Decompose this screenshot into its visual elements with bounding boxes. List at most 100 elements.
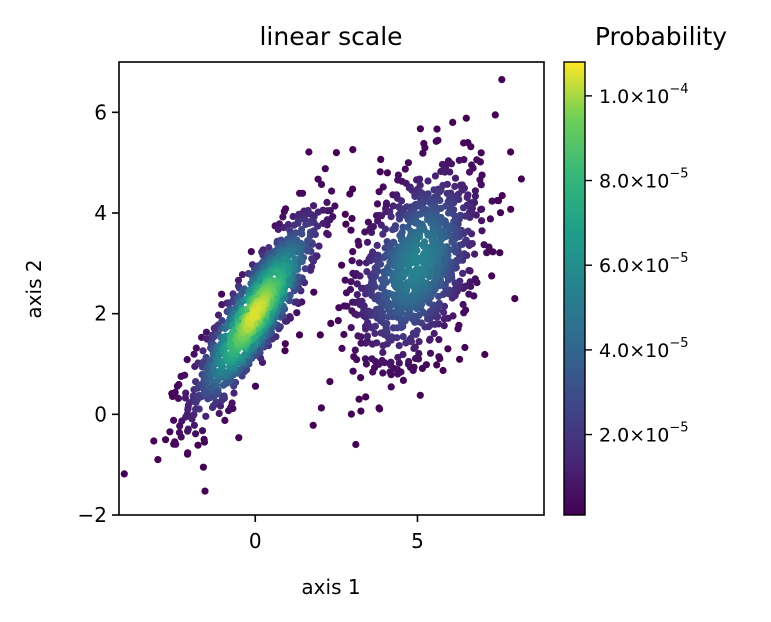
scatter-point	[202, 328, 210, 336]
chart-title: linear scale	[259, 22, 402, 51]
scatter-point	[387, 383, 395, 391]
scatter-point	[343, 302, 351, 310]
scatter-point	[444, 209, 453, 217]
scatter-point	[437, 204, 445, 212]
scatter-point	[154, 456, 162, 464]
scatter-point	[416, 210, 425, 218]
scatter-point	[319, 219, 327, 227]
colorbar-tick-label: 1.0×10−4	[599, 82, 689, 108]
scatter-point	[465, 266, 473, 275]
y-tick-label: −2	[78, 503, 107, 527]
scatter-point	[478, 217, 486, 225]
scatter-point	[348, 214, 356, 223]
scatter-point	[279, 256, 287, 264]
scatter-point	[389, 202, 397, 210]
scatter-point	[338, 261, 346, 269]
scatter-point	[328, 187, 336, 195]
scatter-point	[471, 192, 479, 200]
scatter-point	[463, 193, 471, 201]
scatter-point	[440, 308, 448, 316]
scatter-point	[367, 228, 376, 236]
scatter-point	[332, 149, 340, 157]
scatter-point	[363, 332, 372, 340]
scatter-point	[230, 389, 238, 397]
scatter-point	[460, 309, 468, 317]
scatter-point	[373, 339, 381, 347]
scatter-point	[334, 317, 342, 325]
scatter-point	[192, 344, 200, 352]
scatter-point	[175, 428, 183, 437]
scatter-point	[277, 313, 285, 321]
scatter-point	[181, 371, 189, 379]
scatter-point	[174, 394, 182, 402]
scatter-point	[451, 279, 459, 287]
scatter-point	[496, 209, 505, 217]
scatter-point	[415, 349, 423, 358]
scatter-point	[294, 219, 302, 227]
colorbar-title: Probability	[595, 22, 727, 51]
scatter-point	[199, 463, 207, 471]
scatter-point	[202, 412, 210, 420]
colorbar-tick-label: 4.0×10−5	[599, 336, 689, 362]
scatter-point	[375, 188, 383, 196]
scatter-point	[353, 280, 361, 288]
scatter-point	[462, 114, 470, 122]
scatter-point	[238, 271, 246, 279]
scatter-point	[391, 225, 399, 233]
scatter-point	[357, 333, 365, 341]
scatter-point	[435, 292, 443, 300]
scatter-point	[351, 346, 359, 354]
scatter-point	[412, 259, 420, 268]
scatter-point	[382, 278, 390, 286]
scatter-point	[441, 168, 449, 176]
scatter-point	[399, 376, 407, 384]
scatter-point	[279, 213, 287, 221]
y-tick-label: 4	[94, 201, 107, 225]
scatter-point	[200, 435, 208, 443]
scatter-point	[379, 348, 387, 356]
scatter-point	[310, 202, 318, 210]
scatter-point	[459, 204, 468, 212]
colorbar-tick-label: 2.0×10−5	[599, 421, 689, 447]
scatter-point	[357, 407, 365, 415]
scatter-point	[471, 187, 479, 195]
scatter-point	[379, 369, 387, 377]
scatter-point	[435, 353, 443, 361]
scatter-point	[433, 125, 441, 133]
scatter-point	[488, 272, 496, 280]
scatter-point	[471, 250, 479, 258]
scatter-point	[486, 215, 494, 223]
scatter-point	[321, 165, 329, 173]
scatter-point	[347, 226, 355, 234]
scatter-point	[326, 378, 334, 386]
scatter-point	[435, 336, 443, 344]
scatter-point	[356, 272, 364, 280]
scatter-point	[221, 380, 229, 388]
scatter-point	[190, 421, 198, 429]
scatter-point	[426, 335, 434, 343]
scatter-point	[201, 487, 209, 495]
scatter-point	[477, 181, 485, 189]
scatter-point	[274, 225, 282, 233]
colorbar-tick-label: 6.0×10−5	[599, 251, 689, 277]
scatter-point	[361, 355, 369, 363]
scatter-point	[374, 251, 382, 259]
scatter-point	[451, 182, 459, 190]
scatter-point	[371, 283, 379, 291]
scatter-point	[171, 438, 179, 446]
scatter-point	[171, 388, 179, 396]
scatter-point	[294, 273, 302, 281]
x-tick-label: 5	[411, 529, 424, 553]
scatter-point	[198, 333, 206, 341]
scatter-point	[192, 430, 200, 438]
scatter-point	[199, 347, 207, 355]
scatter-point	[455, 321, 463, 329]
scatter-point	[408, 275, 416, 283]
scatter-point	[481, 350, 489, 359]
scatter-point	[198, 427, 207, 435]
scatter-point	[428, 236, 436, 244]
scatter-point	[215, 409, 223, 418]
scatter-point	[357, 374, 365, 382]
